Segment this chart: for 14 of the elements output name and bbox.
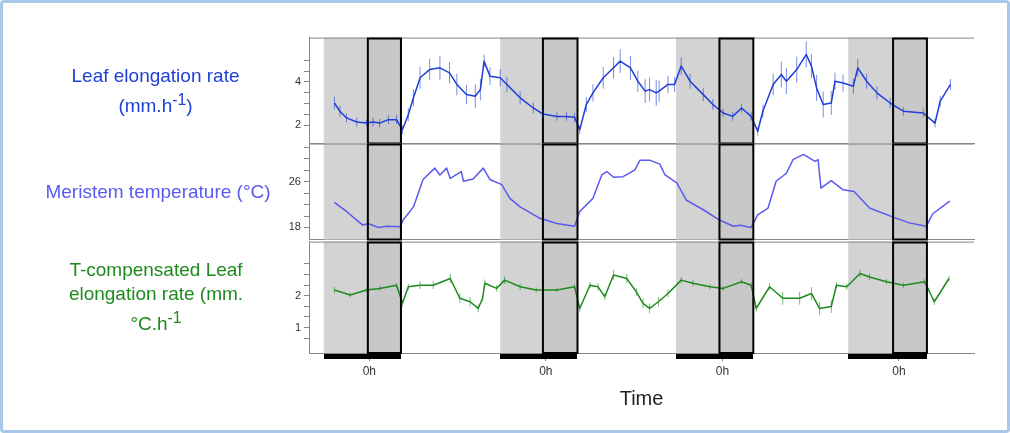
y-tick-label: 2 xyxy=(294,288,301,301)
x-tick-label: 0h xyxy=(362,363,376,378)
y-tick-label: 2 xyxy=(294,118,301,131)
x-tick-label: 0h xyxy=(892,363,906,378)
x-tick-label: 0h xyxy=(539,363,553,378)
x-axis-title: Time xyxy=(619,386,664,409)
y-tick-label: 18 xyxy=(288,220,301,233)
y-axis-title: Leaf elongation rate (mm.h$^{-1}$) xyxy=(70,63,241,118)
x-tick-label: 0h xyxy=(715,363,730,378)
y-tick-label: 4 xyxy=(294,74,301,87)
y-axis-title: Meristem temperature (°C) xyxy=(44,179,272,204)
y-tick-label: 1 xyxy=(294,320,301,333)
y-axis-title: T-compensated Leaf elongation rate (mm.°C.h$^{-1}$ xyxy=(67,258,245,337)
y-tick-label: 26 xyxy=(288,174,301,187)
